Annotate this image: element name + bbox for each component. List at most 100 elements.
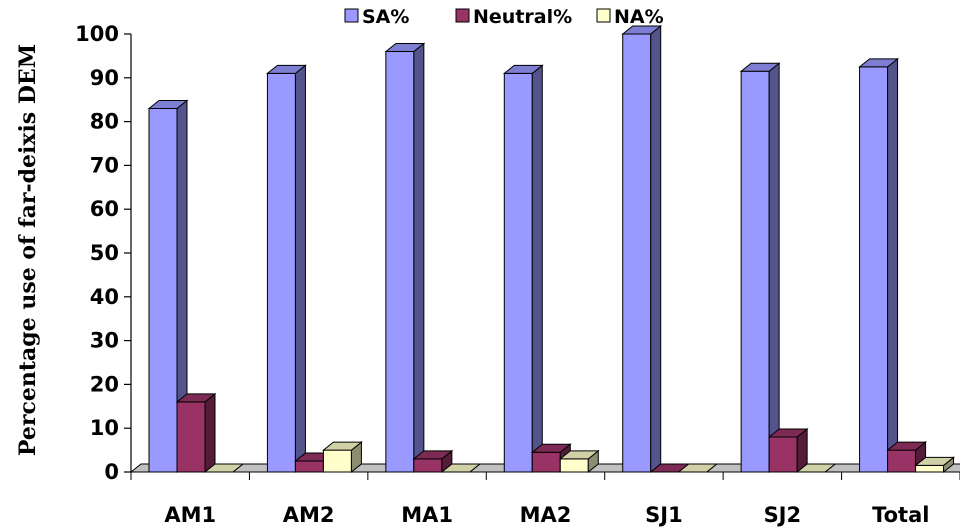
bar-front [148, 107, 178, 473]
legend-label: NA% [614, 6, 664, 28]
bar-top [147, 99, 189, 109]
bar-top [677, 463, 719, 473]
bar-top [530, 443, 572, 453]
bar-top [502, 64, 544, 74]
legend-swatch [344, 8, 359, 23]
y-tick-label: 80 [90, 110, 119, 134]
bar-front [859, 66, 889, 473]
bar-top [412, 450, 454, 460]
bar-top [858, 58, 899, 68]
bar-am1-na [203, 463, 245, 473]
bar-am1-sa [147, 99, 189, 474]
y-tick-label: 10 [90, 416, 119, 440]
bar-top [558, 450, 600, 460]
bar-side [294, 64, 306, 474]
bar-ma2-na [558, 449, 600, 474]
bar-group-sj1 [621, 24, 719, 474]
x-axis-labels: AM1 AM2 MA1 MA2 SJ1 SJ2 Total [130, 472, 960, 527]
bar-ma2-sa [502, 64, 544, 474]
bar-top [767, 428, 809, 438]
bar-front [887, 449, 917, 473]
x-category-label: MA1 [401, 503, 453, 527]
bar-top [322, 441, 363, 451]
y-axis: 0 10 20 30 40 50 60 70 80 90 100 [75, 22, 132, 484]
y-tick-label: 30 [90, 329, 119, 353]
bar-sj2-neutral [767, 427, 809, 474]
bar-front [622, 33, 652, 473]
bar-top [203, 463, 245, 473]
bar-area [147, 24, 955, 474]
y-tick-label: 40 [90, 285, 119, 309]
legend-item-sa: SA% [344, 6, 409, 28]
x-category-label: SJ1 [645, 503, 683, 527]
legend-swatch [455, 8, 470, 23]
bar-top [266, 64, 307, 74]
bar-side [768, 62, 780, 474]
bar-group-ma2 [502, 64, 600, 474]
bar-front [531, 451, 561, 473]
bar-front [385, 51, 415, 473]
bar-total-sa [858, 57, 899, 474]
bar-ma1-sa [384, 42, 426, 474]
bar-group-am2 [266, 64, 363, 474]
bar-side [413, 42, 425, 474]
bar-front [176, 401, 206, 473]
bar-side [204, 392, 216, 474]
bar-side [650, 24, 662, 474]
bar-am1-neutral [175, 392, 217, 474]
y-tick-label: 50 [90, 241, 119, 265]
x-category-label: AM1 [164, 503, 216, 527]
legend-label: Neutral% [473, 6, 572, 28]
legend-item-na: NA% [596, 6, 664, 28]
bar-sj1-na [677, 463, 719, 473]
bar-top [384, 43, 426, 53]
bar-front [915, 464, 945, 473]
x-category-label: AM2 [283, 503, 335, 527]
bar-front [266, 72, 296, 473]
legend-label: SA% [362, 6, 409, 28]
y-axis-title: Percentage use of far-deixis DEM [15, 44, 41, 456]
bar-group-ma1 [384, 42, 482, 474]
bar-group-sj2 [739, 62, 837, 474]
bar-front [740, 70, 770, 473]
bar-front [322, 449, 352, 473]
legend-swatch [596, 8, 611, 23]
bar-side [887, 57, 899, 474]
x-category-label: MA2 [520, 503, 572, 527]
y-tick-label: 100 [75, 22, 119, 46]
y-tick-label: 70 [90, 153, 119, 177]
bar-sj2-na [795, 463, 837, 473]
y-tick-label: 0 [104, 460, 119, 484]
bar-top [175, 393, 217, 403]
bar-ma1-na [440, 463, 482, 473]
bar-ma1-neutral [412, 449, 454, 474]
legend-item-neutral: Neutral% [455, 6, 572, 28]
bar-total-na [914, 456, 955, 474]
bar-top [739, 62, 781, 72]
bar-am2-sa [266, 64, 307, 474]
x-category-label: Total [872, 503, 929, 527]
bar-am2-na [322, 441, 363, 474]
bar-front [559, 458, 589, 473]
bar-top [440, 463, 482, 473]
bar-top [914, 456, 955, 466]
y-tick-label: 90 [90, 66, 119, 90]
bar-group-am1 [147, 99, 245, 474]
legend: SA% Neutral% NA% [344, 6, 664, 28]
bar-sj1-sa [621, 24, 663, 474]
x-category-label: SJ2 [764, 503, 802, 527]
bar-group-total [858, 57, 955, 474]
y-tick-label: 20 [90, 372, 119, 396]
bar-front [503, 72, 533, 473]
bar-side [531, 64, 543, 474]
bar-front [768, 436, 798, 473]
bar-front [413, 458, 443, 473]
bar-top [621, 25, 663, 35]
bar-sj2-sa [739, 62, 781, 474]
bar-top [886, 441, 927, 451]
bar-front [294, 460, 324, 473]
bar-top [795, 463, 837, 473]
y-tick-label: 60 [90, 197, 119, 221]
